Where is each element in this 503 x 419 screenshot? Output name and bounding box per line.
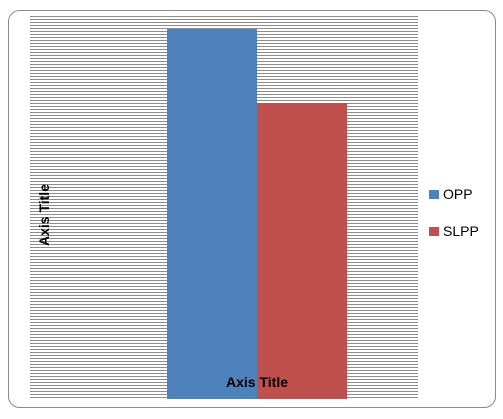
legend-label-slpp: SLPP: [443, 223, 479, 239]
bar-opp: [167, 29, 257, 399]
legend-marker-slpp: [429, 227, 439, 236]
legend-label-opp: OPP: [443, 186, 473, 202]
bars: [167, 29, 347, 399]
legend-marker-opp: [429, 190, 439, 199]
bar-slpp: [257, 103, 347, 399]
x-axis-title: Axis Title: [226, 374, 288, 390]
legend: OPP SLPP: [429, 186, 479, 239]
y-axis-title: Axis Title: [36, 184, 52, 246]
